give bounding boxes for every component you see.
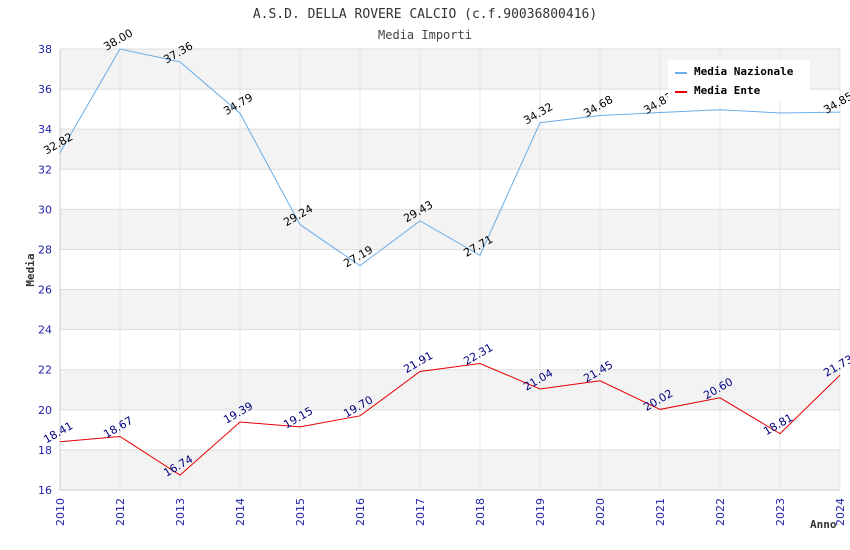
- y-tick-label: 26: [38, 284, 52, 297]
- x-tick-label: 2014: [234, 498, 247, 526]
- x-tick-label: 2022: [714, 498, 727, 526]
- y-tick-label: 18: [38, 444, 52, 457]
- y-tick-label: 32: [38, 163, 52, 176]
- x-tick-label: 2015: [294, 498, 307, 526]
- y-tick-label: 36: [38, 83, 52, 96]
- grid-band: [60, 449, 840, 490]
- grid-band: [60, 209, 840, 250]
- x-tick-label: 2012: [114, 498, 127, 526]
- grid-band: [60, 289, 840, 330]
- x-tick-label: 2024: [834, 498, 847, 526]
- x-tick-label: 2018: [474, 498, 487, 526]
- x-tick-label: 2023: [774, 498, 787, 526]
- y-tick-label: 38: [38, 43, 52, 56]
- grid-band: [60, 129, 840, 170]
- gridlines: [59, 48, 841, 491]
- y-tick-label: 34: [38, 123, 52, 136]
- y-axis-label: Media: [24, 253, 37, 286]
- legend: Media Nazionale Media Ente: [668, 60, 810, 102]
- grid-band: [60, 369, 840, 410]
- x-tick-label: 2013: [174, 498, 187, 526]
- y-tick-label: 20: [38, 404, 52, 417]
- y-tick-label: 24: [38, 324, 52, 337]
- x-tick-label: 2017: [414, 498, 427, 526]
- y-tick-label: 22: [38, 364, 52, 377]
- data-label: 34.32: [521, 100, 555, 127]
- series-line-media-nazionale: [59, 48, 841, 267]
- x-tick-label: 2010: [54, 498, 67, 526]
- y-tick-label: 16: [38, 484, 52, 497]
- legend-background: [668, 60, 810, 102]
- legend-label-ente: Media Ente: [694, 84, 761, 97]
- x-tick-label: 2016: [354, 498, 367, 526]
- x-tick-label: 2019: [534, 498, 547, 526]
- x-axis-label: Anno: [810, 518, 837, 531]
- x-tick-label: 2021: [654, 498, 667, 526]
- data-label: 18.41: [41, 419, 75, 446]
- grid-bands: [60, 49, 840, 490]
- y-tick-label: 28: [38, 243, 52, 256]
- series-layer: [59, 48, 841, 476]
- legend-label-nazionale: Media Nazionale: [694, 65, 794, 78]
- y-tick-label: 30: [38, 203, 52, 216]
- chart-title: A.S.D. DELLA ROVERE CALCIO (c.f.90036800…: [253, 7, 597, 22]
- data-label: 34.79: [221, 91, 255, 118]
- chart-subtitle: Media Importi: [378, 28, 472, 42]
- x-tick-label: 2020: [594, 498, 607, 526]
- data-label: 18.81: [761, 411, 795, 438]
- series-line-media-ente: [59, 362, 841, 476]
